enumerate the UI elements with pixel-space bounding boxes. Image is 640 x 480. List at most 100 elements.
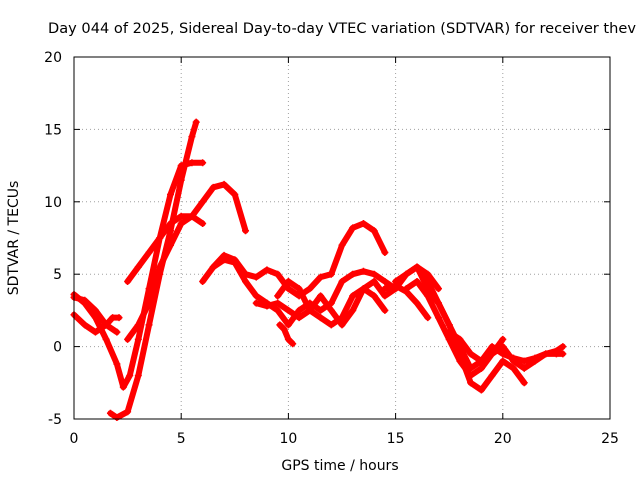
data-point-marker [381, 306, 389, 314]
data-point-marker [349, 292, 357, 300]
data-point-marker [199, 198, 207, 206]
data-point-marker [192, 118, 200, 126]
data-point-marker [488, 372, 496, 380]
data-point-marker [102, 335, 110, 343]
data-point-marker [102, 321, 110, 329]
data-point-marker [199, 220, 207, 228]
data-point-marker [456, 335, 464, 343]
data-point-marker [349, 270, 357, 278]
data-point-marker [306, 285, 314, 293]
data-point-marker [166, 191, 174, 199]
y-tick-label: 0 [53, 340, 62, 356]
data-point-marker [113, 414, 121, 422]
series-trace-3 [124, 181, 249, 343]
data-point-marker [166, 241, 174, 249]
data-point-marker [113, 328, 121, 336]
data-point-marker [106, 409, 114, 417]
data-point-marker [338, 314, 346, 322]
data-point-marker [434, 299, 442, 307]
data-point-marker [91, 306, 99, 314]
data-point-marker [109, 314, 117, 322]
data-point-marker [327, 270, 335, 278]
x-tick-label: 15 [387, 431, 405, 447]
data-point-marker [359, 285, 367, 293]
x-tick-label: 20 [494, 431, 512, 447]
data-point-marker [456, 350, 464, 358]
x-axis-title: GPS time / hours [281, 458, 398, 474]
data-point-marker [467, 350, 475, 358]
data-point-marker [520, 379, 528, 387]
data-point-marker [381, 277, 389, 285]
data-point-marker [274, 292, 282, 300]
data-point-marker [166, 220, 174, 228]
data-point-marker [317, 314, 325, 322]
data-point-marker [134, 263, 142, 271]
series-layer [70, 118, 567, 422]
data-point-marker [552, 347, 560, 355]
data-point-marker [559, 343, 567, 351]
data-point-marker [199, 277, 207, 285]
y-tick-label: 10 [44, 195, 62, 211]
data-point-marker [242, 227, 250, 235]
data-point-marker [381, 292, 389, 300]
data-point-marker [284, 335, 292, 343]
data-point-marker [317, 292, 325, 300]
x-tick-label: 5 [177, 431, 186, 447]
data-point-marker [381, 248, 389, 256]
grid-layer [74, 57, 610, 419]
data-point-marker [413, 299, 421, 307]
data-point-marker [134, 321, 142, 329]
data-point-marker [252, 292, 260, 300]
data-point-marker [274, 299, 282, 307]
data-point-marker [177, 212, 185, 220]
series-trace-14 [403, 263, 528, 394]
data-point-marker [209, 263, 217, 271]
series-trace-2 [107, 119, 200, 421]
data-point-marker [349, 306, 357, 314]
data-point-marker [156, 234, 164, 242]
data-point-marker [91, 328, 99, 336]
data-point-marker [280, 325, 288, 333]
data-point-marker [424, 314, 432, 322]
data-point-marker [124, 408, 132, 416]
data-point-marker [289, 340, 297, 348]
x-tick-label: 25 [601, 431, 619, 447]
data-point-marker [359, 267, 367, 275]
data-point-marker [188, 159, 196, 167]
chart-title: Day 044 of 2025, Sidereal Day-to-day VTE… [48, 21, 636, 37]
data-point-marker [177, 220, 185, 228]
data-point-marker [370, 292, 378, 300]
x-tick-label: 0 [70, 431, 79, 447]
data-point-marker [242, 277, 250, 285]
data-point-marker [434, 314, 442, 322]
data-point-marker [177, 176, 185, 184]
data-point-marker [467, 379, 475, 387]
data-point-marker [370, 270, 378, 278]
data-point-marker [559, 350, 567, 358]
x-tick-label: 10 [279, 431, 297, 447]
data-point-marker [499, 350, 507, 358]
data-point-marker [413, 263, 421, 271]
data-point-marker [124, 277, 132, 285]
data-point-marker [145, 321, 153, 329]
data-point-marker [295, 285, 303, 293]
data-point-marker [445, 328, 453, 336]
data-point-marker [209, 183, 217, 191]
data-point-marker [263, 302, 271, 310]
data-point-marker [274, 306, 282, 314]
data-point-marker [370, 277, 378, 285]
data-point-marker [520, 357, 528, 365]
data-point-marker [338, 321, 346, 329]
data-point-marker [134, 335, 142, 343]
data-point-marker [499, 357, 507, 365]
data-point-marker [510, 354, 518, 362]
data-point-marker [188, 133, 196, 141]
y-tick-label: 15 [44, 122, 62, 138]
data-point-marker [156, 263, 164, 271]
data-point-marker [510, 364, 518, 372]
data-point-marker [199, 159, 207, 167]
data-point-marker [220, 180, 228, 188]
data-point-marker [413, 277, 421, 285]
data-point-marker [488, 343, 496, 351]
